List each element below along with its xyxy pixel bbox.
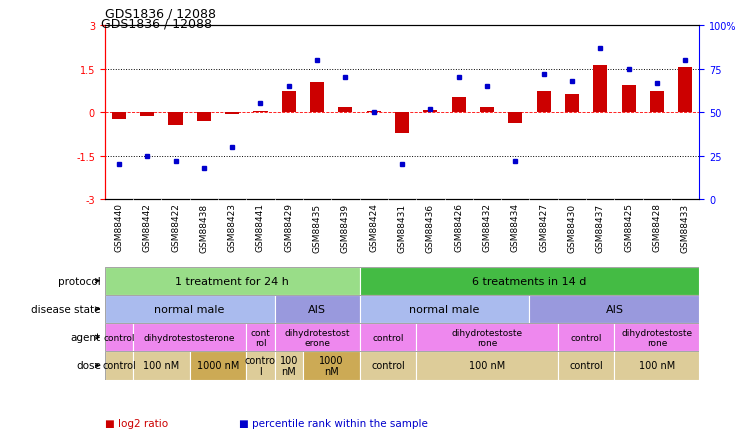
Text: GSM88424: GSM88424 xyxy=(370,203,378,252)
Text: GSM88442: GSM88442 xyxy=(143,203,152,252)
Bar xyxy=(416,352,558,380)
Bar xyxy=(105,323,133,352)
Text: GSM88423: GSM88423 xyxy=(227,203,236,252)
Bar xyxy=(423,111,438,113)
Text: dihydrotestosterone: dihydrotestosterone xyxy=(144,333,236,342)
Bar xyxy=(133,352,190,380)
Bar xyxy=(593,66,607,113)
Text: GDS1836 / 12088: GDS1836 / 12088 xyxy=(101,17,212,30)
Text: dihydrotestoste
rone: dihydrotestoste rone xyxy=(622,328,693,347)
Bar xyxy=(254,112,268,113)
Text: GSM88432: GSM88432 xyxy=(482,203,491,252)
Bar xyxy=(275,295,360,323)
Bar xyxy=(452,98,466,113)
Bar xyxy=(246,352,275,380)
Bar xyxy=(105,295,275,323)
Text: GSM88435: GSM88435 xyxy=(313,203,322,252)
Text: GSM88434: GSM88434 xyxy=(511,203,520,252)
Bar xyxy=(105,352,133,380)
Text: protocol: protocol xyxy=(58,276,101,286)
Text: control: control xyxy=(571,333,602,342)
Text: GSM88438: GSM88438 xyxy=(199,203,209,252)
Text: GSM88426: GSM88426 xyxy=(454,203,463,252)
Bar xyxy=(508,113,522,124)
Bar xyxy=(360,323,416,352)
Bar xyxy=(360,267,699,295)
Bar xyxy=(614,323,699,352)
Bar xyxy=(360,352,416,380)
Bar xyxy=(133,323,246,352)
Text: GSM88427: GSM88427 xyxy=(539,203,548,252)
Text: GSM88430: GSM88430 xyxy=(568,203,577,252)
Bar xyxy=(367,112,381,113)
Text: 1000
nM: 1000 nM xyxy=(319,355,343,376)
Bar xyxy=(105,267,360,295)
Bar xyxy=(536,92,551,113)
Bar xyxy=(338,108,352,113)
Bar xyxy=(310,82,324,113)
Text: control: control xyxy=(371,361,405,371)
Text: dihydrotestost
erone: dihydrotestost erone xyxy=(284,328,350,347)
Bar xyxy=(225,113,239,115)
Text: control: control xyxy=(569,361,603,371)
Text: GDS1836 / 12088: GDS1836 / 12088 xyxy=(105,8,215,21)
Bar xyxy=(650,92,664,113)
Text: control: control xyxy=(102,361,135,371)
Text: 100 nM: 100 nM xyxy=(639,361,675,371)
Bar xyxy=(480,108,494,113)
Bar xyxy=(275,323,360,352)
Text: GSM88422: GSM88422 xyxy=(171,203,180,252)
Text: cont
rol: cont rol xyxy=(251,328,270,347)
Text: 100 nM: 100 nM xyxy=(469,361,505,371)
Text: normal male: normal male xyxy=(409,304,479,314)
Text: GSM88431: GSM88431 xyxy=(397,203,407,252)
Text: ■ log2 ratio: ■ log2 ratio xyxy=(105,418,168,428)
Text: control: control xyxy=(373,333,404,342)
Text: dose: dose xyxy=(76,361,101,371)
Text: GSM88425: GSM88425 xyxy=(624,203,633,252)
Text: GSM88428: GSM88428 xyxy=(652,203,661,252)
Bar xyxy=(565,95,579,113)
Bar xyxy=(111,113,126,120)
Bar xyxy=(558,352,614,380)
Bar xyxy=(530,295,699,323)
Text: 1000 nM: 1000 nM xyxy=(197,361,239,371)
Bar xyxy=(614,352,699,380)
Text: 1 treatment for 24 h: 1 treatment for 24 h xyxy=(175,276,289,286)
Bar xyxy=(197,113,211,122)
Text: 100
nM: 100 nM xyxy=(280,355,298,376)
Text: AIS: AIS xyxy=(308,304,326,314)
Bar xyxy=(416,323,558,352)
Bar xyxy=(395,113,409,134)
Bar xyxy=(303,352,360,380)
Text: control: control xyxy=(103,333,135,342)
Bar xyxy=(558,323,614,352)
Bar xyxy=(360,295,530,323)
Bar xyxy=(622,86,636,113)
Text: GSM88436: GSM88436 xyxy=(426,203,435,252)
Bar xyxy=(282,92,296,113)
Text: GSM88437: GSM88437 xyxy=(595,203,605,252)
Text: GSM88429: GSM88429 xyxy=(284,203,293,252)
Text: GSM88439: GSM88439 xyxy=(341,203,350,252)
Text: GSM88433: GSM88433 xyxy=(681,203,690,252)
Bar xyxy=(140,113,154,117)
Text: GSM88441: GSM88441 xyxy=(256,203,265,252)
Text: ■ percentile rank within the sample: ■ percentile rank within the sample xyxy=(239,418,429,428)
Text: GSM88440: GSM88440 xyxy=(114,203,123,252)
Text: 100 nM: 100 nM xyxy=(143,361,180,371)
Text: disease state: disease state xyxy=(31,304,101,314)
Text: contro
l: contro l xyxy=(245,355,276,376)
Text: agent: agent xyxy=(71,332,101,342)
Bar xyxy=(190,352,246,380)
Bar xyxy=(275,352,303,380)
Text: AIS: AIS xyxy=(605,304,623,314)
Text: normal male: normal male xyxy=(155,304,225,314)
Text: dihydrotestoste
rone: dihydrotestoste rone xyxy=(452,328,523,347)
Bar xyxy=(678,67,693,113)
Bar xyxy=(246,323,275,352)
Text: 6 treatments in 14 d: 6 treatments in 14 d xyxy=(472,276,586,286)
Bar xyxy=(168,113,183,126)
